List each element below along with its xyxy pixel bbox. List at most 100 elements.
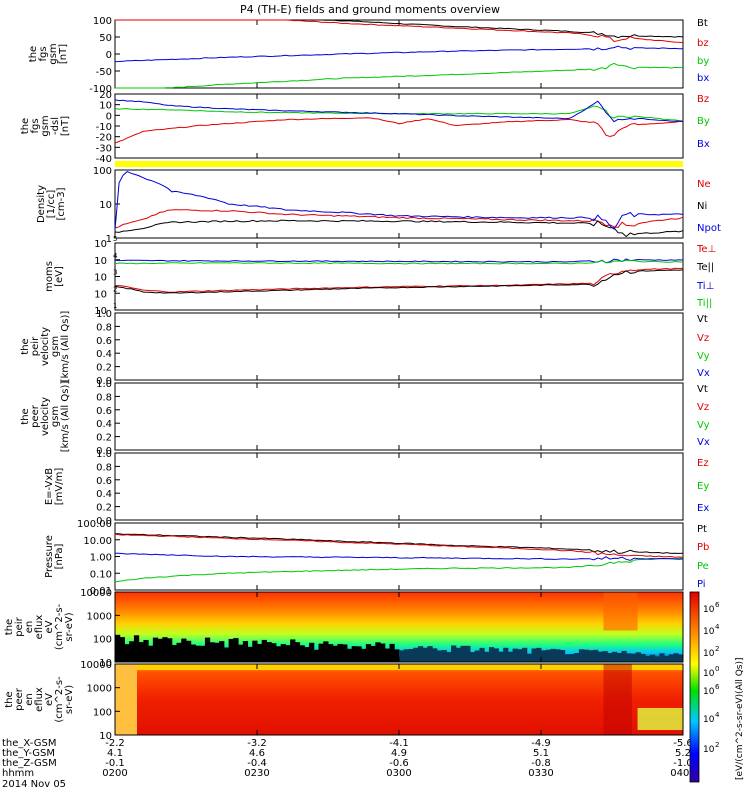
series-Pi bbox=[114, 552, 684, 561]
spectrogram-low-band bbox=[668, 654, 675, 662]
panel-frame bbox=[114, 382, 684, 451]
y-tick-label: 100 bbox=[93, 707, 112, 718]
date-label: 2014 Nov 05 bbox=[2, 779, 66, 790]
spectrogram-low-band bbox=[403, 649, 409, 662]
spectrogram-low-band bbox=[569, 653, 575, 662]
y-tick-label: 10000 bbox=[80, 660, 112, 671]
ephemeris-value: -5.6 bbox=[673, 738, 693, 749]
y-tick-exponent: 1 bbox=[113, 302, 117, 310]
legend-entry: bx bbox=[697, 73, 709, 84]
panel-frame bbox=[114, 93, 684, 159]
spectrogram-low-band bbox=[186, 640, 192, 662]
spectrogram-low-band bbox=[507, 651, 514, 662]
y-tick-label: 0.0 bbox=[96, 516, 112, 527]
ephemeris-value: -4.1 bbox=[389, 738, 409, 749]
spectrogram-low-band bbox=[200, 645, 206, 662]
y-tick-label: 0.8 bbox=[96, 392, 112, 403]
y-tick-label: 1000 bbox=[87, 611, 112, 622]
spectrogram-low-band bbox=[635, 652, 641, 662]
ephemeris-value: -0.1 bbox=[105, 758, 125, 769]
series-Pt bbox=[115, 533, 684, 554]
y-axis-label: the bbox=[20, 408, 31, 424]
y-tick-label: 0.6 bbox=[96, 336, 112, 347]
panel-6: 1.0 0.8 0.6 0.4 0.2 0.0 the peer velocity gsm [km/… bbox=[20, 379, 710, 457]
ephemeris-value: 0400 bbox=[670, 768, 695, 779]
panel-5: 1.0 0.8 0.6 0.4 0.2 0.0 the peir velocity gsm [km/… bbox=[20, 309, 710, 387]
colorbar-tick: 10 bbox=[703, 605, 715, 615]
y-axis-label: eV bbox=[44, 620, 55, 633]
panel-frame bbox=[114, 169, 684, 239]
ephemeris-value: -0.4 bbox=[247, 758, 267, 769]
spectrogram-low-band bbox=[162, 637, 168, 662]
y-axis-label: en bbox=[24, 621, 35, 634]
spectrogram-low-band bbox=[417, 646, 424, 662]
y-tick-exponent: 2 bbox=[113, 285, 117, 293]
spectrogram-low-band bbox=[541, 650, 547, 662]
y-tick-label: 100 bbox=[93, 16, 112, 27]
series-Bx bbox=[114, 99, 684, 123]
ephemeris-value: -1.0 bbox=[673, 758, 693, 769]
spectrogram-low-band bbox=[275, 646, 282, 662]
y-tick-label: 0.2 bbox=[96, 363, 112, 374]
series-bz bbox=[115, 19, 684, 44]
colorbar-tick: 10 bbox=[703, 649, 715, 659]
spectrogram-low-band bbox=[588, 650, 594, 662]
spectrogram-low-band bbox=[607, 652, 613, 662]
y-tick-exponent: 4 bbox=[113, 252, 118, 260]
spectrogram-low-band bbox=[498, 651, 504, 662]
y-tick-label: 0.8 bbox=[96, 462, 112, 473]
series-Te|| bbox=[114, 269, 684, 294]
colorbar-tick-exp: 4 bbox=[715, 623, 720, 631]
spectrogram-low-band bbox=[342, 644, 348, 662]
y-axis-label: velocity bbox=[40, 327, 51, 366]
spectrogram-left-band bbox=[115, 664, 137, 735]
y-tick-label: -20 bbox=[96, 133, 112, 144]
y-tick-label: -30 bbox=[96, 143, 112, 154]
spectrogram-low-band bbox=[219, 641, 225, 662]
spectrogram-low-band bbox=[346, 648, 353, 662]
ephemeris-value: 5.2 bbox=[675, 748, 691, 759]
spectrogram-low-band bbox=[413, 647, 419, 662]
series-by bbox=[115, 62, 683, 89]
ephemeris-value: 0300 bbox=[386, 768, 411, 779]
colorbar-bar bbox=[689, 591, 700, 783]
y-axis-label: Pressure bbox=[44, 535, 55, 578]
y-axis-label: the bbox=[20, 338, 31, 354]
colorbar-tick: 10 bbox=[703, 745, 715, 755]
spectrogram-low-band bbox=[129, 641, 135, 662]
legend-entry: Vy bbox=[697, 351, 710, 362]
spectrogram-low-band bbox=[209, 642, 215, 662]
spectrogram-low-band bbox=[176, 642, 182, 662]
ephemeris-value: -0.6 bbox=[389, 758, 409, 769]
y-axis-label: eflux bbox=[34, 687, 45, 712]
series-Npot bbox=[114, 171, 684, 230]
legend-entry: Vt bbox=[697, 384, 708, 395]
spectrogram-low-band bbox=[261, 639, 267, 662]
legend-entry: Vy bbox=[697, 420, 710, 431]
spectrogram-low-band bbox=[380, 643, 386, 662]
colorbar-label: [eV/(cm^2-s-sr-eV)(All Qs)] bbox=[735, 657, 745, 780]
y-tick-label: 0 bbox=[106, 111, 112, 122]
spectrogram-low-band bbox=[271, 643, 277, 662]
panel-3: 100 10 1 Density [1/cc] [cm-3] Ne Ni Npot bbox=[36, 166, 721, 245]
panel-10: 10000 1000 100 10 the peer en eflux eV (cm^2-s-sr… bbox=[4, 660, 684, 742]
y-axis-label: gsm bbox=[50, 336, 61, 357]
y-tick-label: 20 bbox=[99, 90, 112, 101]
y-tick-label: 1 bbox=[106, 234, 112, 245]
spectrogram-low-band bbox=[583, 649, 589, 662]
ephemeris-label: the_Z-GSM bbox=[2, 758, 57, 769]
spectrogram-low-band bbox=[309, 642, 315, 662]
spectrogram-low-band bbox=[602, 651, 608, 662]
spectrogram-low-band bbox=[304, 647, 310, 662]
y-tick-label: 10 bbox=[99, 658, 112, 669]
ephemeris-value: 0200 bbox=[102, 768, 127, 779]
spectrogram-low-band bbox=[328, 644, 334, 662]
spectrogram-low-band bbox=[678, 654, 684, 662]
spectrogram-low-band bbox=[664, 655, 670, 662]
ephemeris-value: 4.9 bbox=[391, 748, 407, 759]
spectrogram-low-band bbox=[167, 638, 173, 662]
series-Ne bbox=[114, 209, 684, 229]
